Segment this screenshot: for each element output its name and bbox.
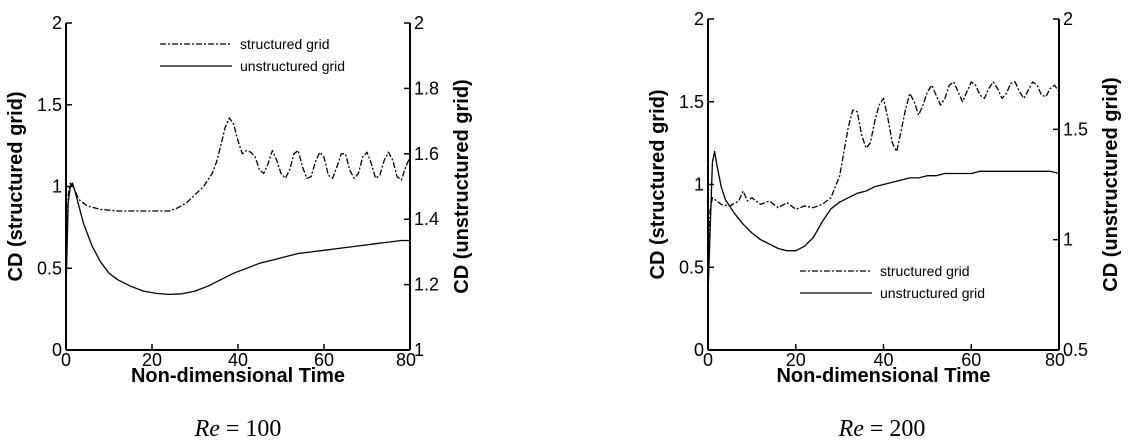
y2-tick-label: 1.2: [414, 275, 439, 295]
x-tick-label: 40: [873, 350, 893, 370]
x-tick-label: 80: [1045, 350, 1065, 370]
caption-value: = 200: [864, 416, 926, 442]
chart-panel-1: 0 20 40 60 80 0 0.5 1 1.5 2 1 1.2 1.4 1.6 1.8 2 Non-dime…: [5, 13, 473, 442]
y-tick-label: 1: [694, 175, 704, 195]
x-tick-label: 0: [703, 350, 713, 370]
y-tick-label: 1: [52, 177, 62, 197]
caption-variable: Re: [194, 416, 221, 442]
x-tick-label: 60: [314, 350, 334, 370]
y2-tick-label: 1.4: [414, 209, 439, 229]
x-tick-label: 80: [396, 350, 416, 370]
y2-tick-label: 1: [414, 340, 424, 360]
legend-label: structured grid: [880, 263, 969, 279]
y-axis-label: CD (structured grid): [647, 90, 669, 280]
x-tick-label: 40: [228, 350, 248, 370]
y2-tick-label: 1: [1063, 230, 1073, 250]
legend-label: unstructured grid: [880, 285, 985, 301]
y2-tick-label: 0.5: [1063, 340, 1088, 360]
y-tick-label: 1.5: [679, 92, 704, 112]
y-tick-label: 2: [694, 9, 704, 29]
legend-label: unstructured grid: [240, 58, 345, 74]
y2-axis-label: CD (unstructured grid): [451, 79, 473, 293]
x-tick-label: 0: [61, 350, 71, 370]
y-tick-label: 1.5: [37, 95, 62, 115]
y-tick-label: 0: [694, 340, 704, 360]
legend-label: structured grid: [240, 36, 329, 52]
chart-caption: Re = 200: [838, 416, 926, 442]
series-line-unstructured-grid: [707, 150, 1060, 295]
x-tick-label: 20: [142, 350, 162, 370]
y-tick-label: 2: [52, 13, 62, 33]
caption-value: = 100: [220, 416, 282, 442]
x-axis-label: Non-dimensional Time: [776, 365, 990, 387]
y2-axis-label: CD (unstructured grid): [1100, 77, 1122, 291]
legend: structured grid unstructured grid: [800, 263, 985, 301]
x-axis-label: Non-dimensional Time: [131, 365, 345, 387]
chart-caption: Re = 100: [194, 416, 282, 442]
y-axis-label: CD (structured grid): [5, 92, 27, 282]
y-tick-label: 0.5: [679, 257, 704, 277]
x-tick-label: 20: [786, 350, 806, 370]
series-line-structured-grid: [707, 81, 1060, 251]
y2-tick-label: 2: [414, 13, 424, 33]
y2-tick-label: 1.6: [414, 144, 439, 164]
y-tick-label: 0.5: [37, 258, 62, 278]
y-tick-label: 0: [52, 340, 62, 360]
caption-variable: Re: [838, 416, 865, 442]
chart-panel-2: 0 20 40 60 80 0 0.5 1 1.5 2 0.5 1 1.5 2 Non-dimensiona…: [647, 9, 1122, 442]
y2-tick-label: 2: [1063, 9, 1073, 29]
y2-tick-label: 1.5: [1063, 119, 1088, 139]
legend: structured grid unstructured grid: [160, 36, 345, 74]
y2-tick-label: 1.8: [414, 78, 439, 98]
x-tick-label: 60: [961, 350, 981, 370]
series-line-structured-grid: [65, 117, 411, 269]
series-line-unstructured-grid: [65, 182, 410, 296]
